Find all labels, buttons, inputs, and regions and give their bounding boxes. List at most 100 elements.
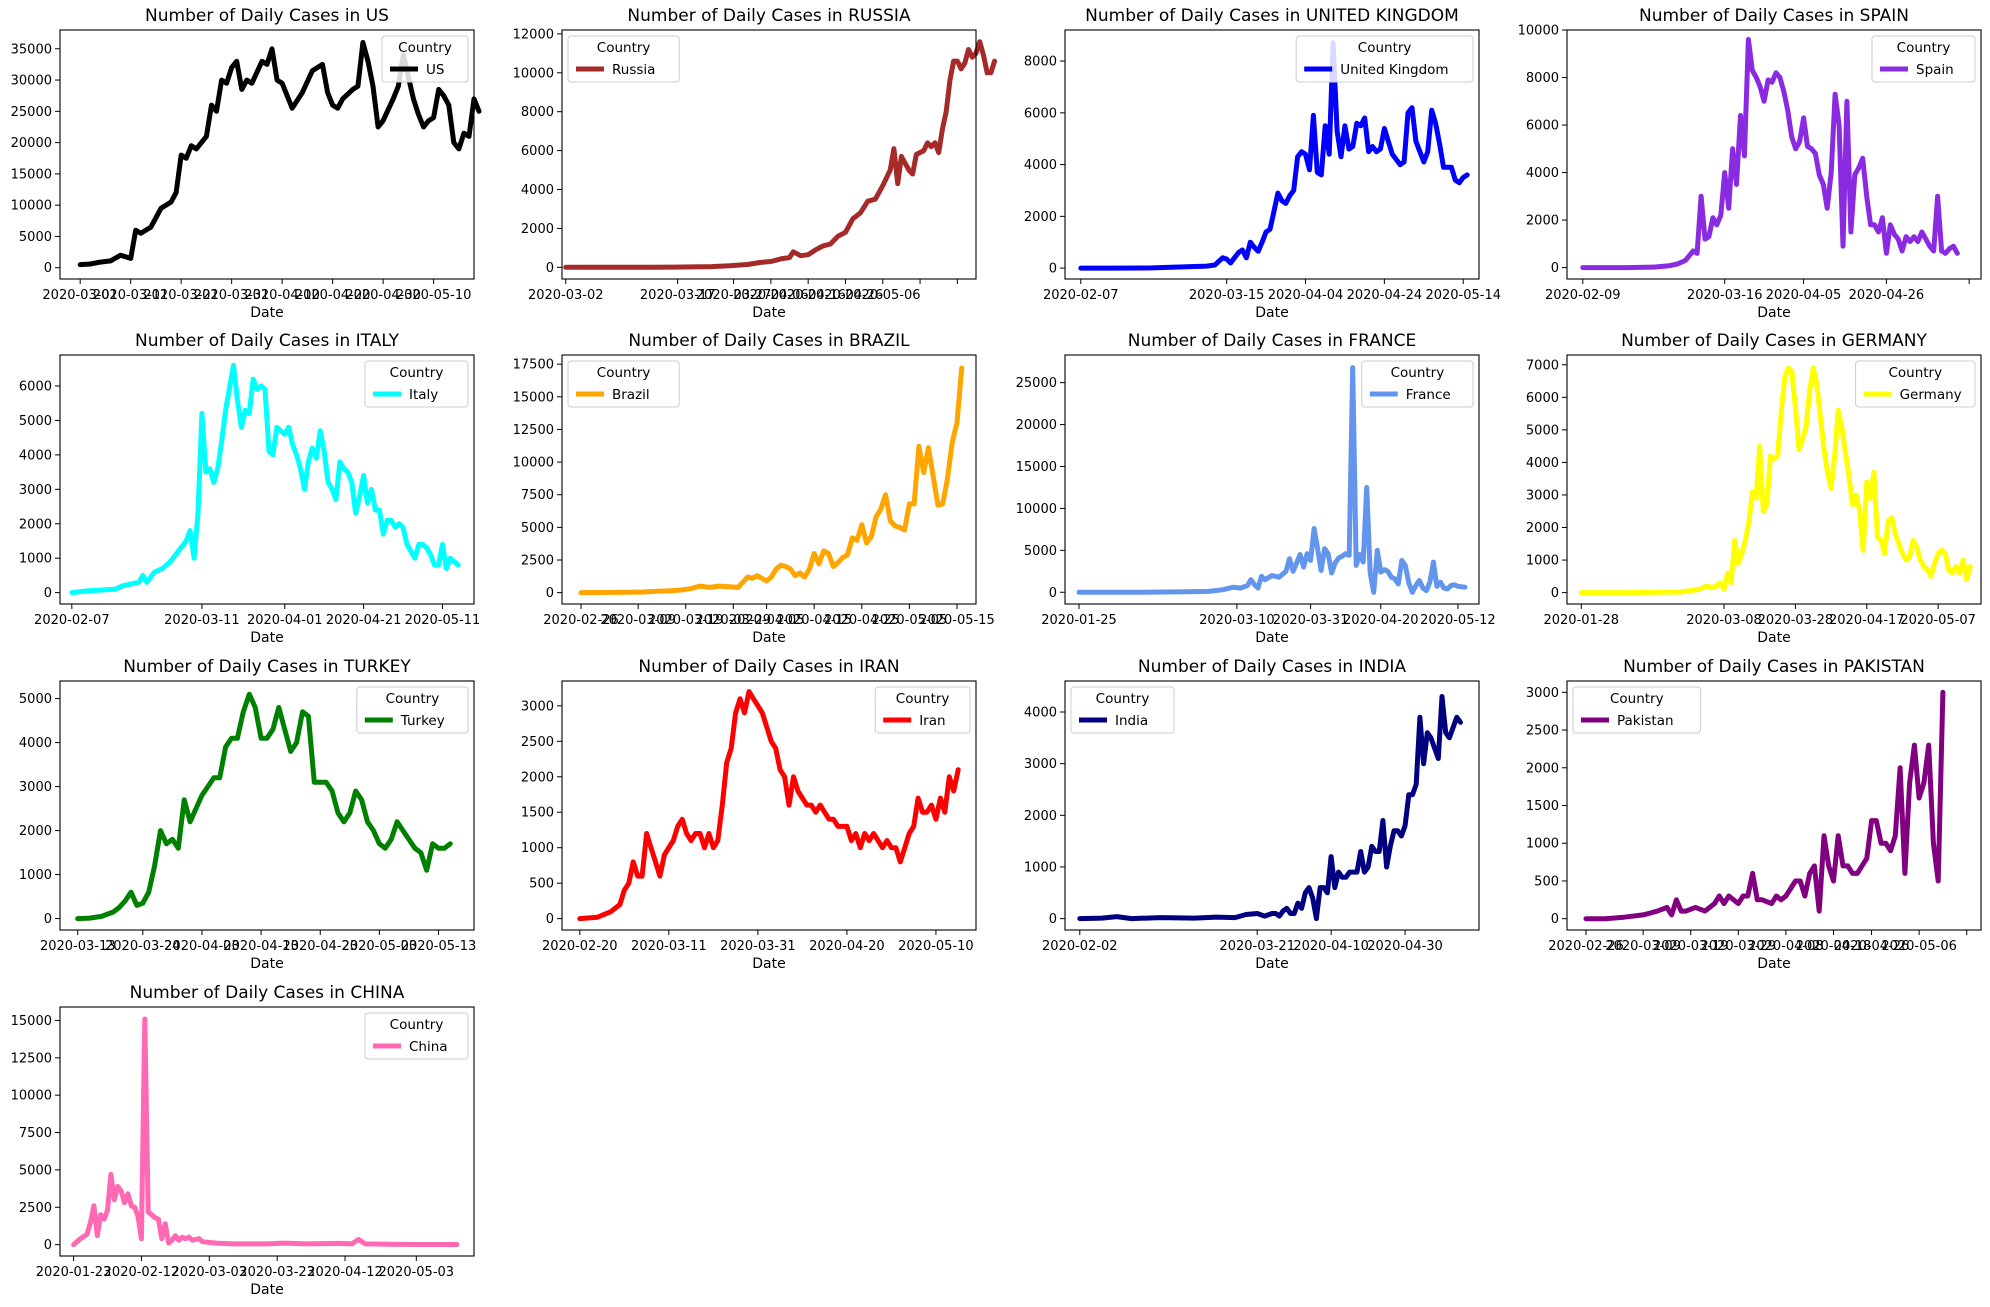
x-tick-label: 2020-05-06 [1881, 939, 1957, 954]
legend: Country Russia [567, 35, 680, 83]
y-tick-label: 1000 [19, 552, 52, 567]
y-tick-label: 500 [529, 877, 554, 892]
x-tick-label: 2020-04-30 [345, 288, 421, 303]
y-tick-label: 2000 [1526, 761, 1559, 776]
y-tick-label: 8000 [1024, 55, 1057, 70]
y-tick-label: 3000 [19, 483, 52, 498]
chart-panel-china: Number of Daily Cases in CHINA 0 2500 5000 7… [11, 983, 475, 1298]
y-tick-label: 1000 [1526, 837, 1559, 852]
x-tick-label: 2020-05-10 [898, 939, 974, 954]
legend: Country United Kingdom [1295, 35, 1474, 83]
x-axis-label: Date [1255, 630, 1288, 646]
y-tick-label: 4000 [1024, 158, 1057, 173]
y-tick-label: 3000 [19, 780, 52, 795]
legend-title: Country [386, 691, 440, 707]
x-tick-label: 2020-04-26 [1849, 288, 1925, 303]
y-tick-label: 0 [546, 586, 554, 601]
legend-title: Country [597, 365, 651, 381]
x-tick-label: 2020-02-26 [543, 613, 619, 628]
x-tick-label: 2020-05-11 [405, 613, 481, 628]
legend-title: Country [390, 1017, 444, 1033]
chart-panel-france: Number of Daily Cases in FRANCE 0 5000 1000… [1016, 331, 1496, 646]
x-tick-label: 2020-05-03 [379, 1265, 455, 1280]
y-tick-label: 25000 [11, 105, 52, 120]
x-tick-label: 2020-03-02 [528, 288, 604, 303]
legend: Country Pakistan [1572, 686, 1702, 734]
chart-title: Number of Daily Cases in BRAZIL [628, 331, 910, 351]
x-tick-label: 2020-02-26 [1548, 939, 1624, 954]
legend: Country Turkey [356, 686, 469, 734]
x-tick-label: 2020-03-27 [696, 288, 772, 303]
chart-panel-iran: Number of Daily Cases in IRAN 0 500 1000 150… [521, 657, 977, 972]
y-tick-label: 25000 [1016, 376, 1057, 391]
chart-title: Number of Daily Cases in SPAIN [1639, 6, 1909, 26]
x-tick-label: 2020-03-16 [1687, 288, 1763, 303]
x-tick-label: 2020-03-09 [1605, 939, 1681, 954]
y-tick-label: 8000 [1526, 71, 1559, 86]
chart-title: Number of Daily Cases in ITALY [135, 331, 400, 351]
y-tick-label: 30000 [11, 74, 52, 89]
y-tick-label: 2500 [521, 735, 554, 750]
x-tick-label: 2020-05-12 [1420, 613, 1496, 628]
x-tick-label: 2020-04-10 [244, 288, 320, 303]
x-tick-label: 2020-04-06 [733, 288, 809, 303]
x-tick-label: 2020-02-07 [1043, 288, 1119, 303]
chart-panel-germany: Number of Daily Cases in GERMANY 0 1000 200… [1526, 331, 1982, 646]
series-line-united-kingdom [1078, 40, 1470, 271]
y-tick-label: 1500 [1526, 799, 1559, 814]
x-axis-label: Date [1757, 305, 1790, 321]
x-tick-label: 2020-03-31 [194, 288, 270, 303]
x-tick-label: 2020-04-10 [1293, 939, 1369, 954]
y-tick-label: 6000 [19, 379, 52, 394]
legend-entry: United Kingdom [1340, 62, 1448, 78]
legend-title: Country [390, 365, 444, 381]
y-tick-label: 5000 [19, 414, 52, 429]
x-tick-label: 2020-03-17 [640, 288, 716, 303]
x-tick-label: 2020-03-29 [696, 613, 772, 628]
x-tick-label: 2020-05-14 [1425, 288, 1501, 303]
chart-title: Number of Daily Cases in INDIA [1138, 657, 1407, 677]
x-tick-label: 2020-04-05 [729, 613, 805, 628]
x-tick-label: 2020-04-21 [326, 613, 402, 628]
x-tick-label: 2020-02-12 [104, 1265, 180, 1280]
x-tick-label: 2020-03-21 [1219, 939, 1295, 954]
x-tick-label: 2020-04-24 [1347, 288, 1423, 303]
x-tick-label: 2020-04-20 [1343, 613, 1419, 628]
y-tick-label: 3000 [1526, 686, 1559, 701]
y-tick-label: 0 [44, 586, 52, 601]
x-tick-label: 2020-03-08 [1686, 613, 1762, 628]
chart-title: Number of Daily Cases in CHINA [130, 983, 405, 1003]
legend-title: Country [1897, 40, 1951, 56]
y-tick-label: 2500 [521, 553, 554, 568]
x-axis-label: Date [752, 630, 785, 646]
plot-area [59, 1006, 475, 1257]
plot-area [59, 680, 475, 931]
chart-title: Number of Daily Cases in US [145, 6, 389, 26]
y-tick-label: 7500 [521, 488, 554, 503]
y-tick-label: 500 [1534, 874, 1559, 889]
y-tick-label: 0 [546, 912, 554, 927]
series-line-italy [69, 362, 461, 596]
plot-area [1566, 29, 1982, 280]
legend-entry: Spain [1916, 62, 1954, 78]
x-tick-label: 2020-04-05 [1766, 288, 1842, 303]
x-tick-label: 2020-03-28 [1758, 613, 1834, 628]
y-tick-label: 15000 [11, 167, 52, 182]
legend-entry: US [426, 62, 444, 78]
plot-area [1566, 680, 1982, 931]
x-tick-label: 2020-05-15 [919, 613, 995, 628]
x-tick-label: 2020-01-28 [1543, 613, 1619, 628]
chart-title: Number of Daily Cases in PAKISTAN [1623, 657, 1925, 677]
legend-title: Country [1358, 40, 1412, 56]
y-tick-label: 5000 [19, 1163, 52, 1178]
x-tick-label: 2020-04-01 [247, 613, 323, 628]
y-tick-label: 5000 [19, 692, 52, 707]
y-tick-label: 4000 [521, 183, 554, 198]
y-tick-label: 6000 [1526, 391, 1559, 406]
y-tick-label: 2000 [19, 824, 52, 839]
plot-area [59, 29, 475, 280]
y-tick-label: 4000 [19, 448, 52, 463]
series-line-russia [563, 39, 998, 270]
chart-panel-spain: Number of Daily Cases in SPAIN 0 2000 4000 6… [1518, 6, 1982, 321]
y-tick-label: 12500 [11, 1051, 52, 1066]
